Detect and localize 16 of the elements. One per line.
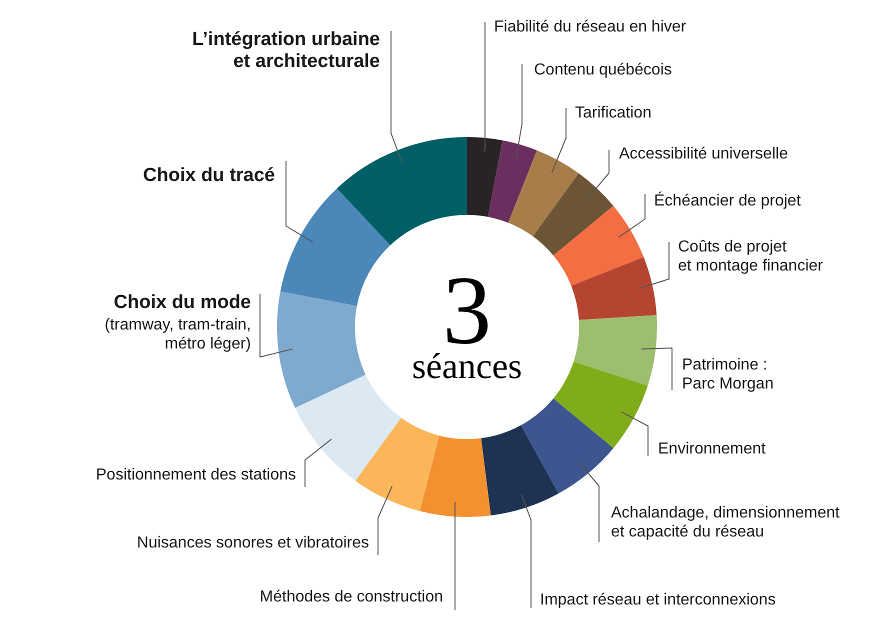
slice-label: Nuisances sonores et vibratoires <box>136 534 369 552</box>
slice-label: Échéancier de projet <box>654 191 802 210</box>
slice-label: Choix du mode (tramway, tram-train, métro léger) <box>104 292 251 352</box>
slice-label: Achalandage, dimensionnement et capacité du réseau <box>611 504 840 540</box>
slice-label: Choix du tracé <box>143 165 275 186</box>
slice-label: Fiabilité du réseau en hiver <box>494 18 687 36</box>
slice-label: L’intégration urbaine et architecturale <box>192 29 380 72</box>
slice-label: Tarification <box>575 104 652 122</box>
slice-label: Patrimoine : Parc Morgan <box>682 356 774 392</box>
slice-label: Positionnement des stations <box>96 466 296 484</box>
slice-label: Impact réseau et interconnexions <box>540 591 776 608</box>
slice-label: Méthodes de construction <box>260 588 443 606</box>
slice-label: Environnement <box>658 440 766 458</box>
slice-label: Accessibilité universelle <box>619 145 788 162</box>
slice-label: Contenu québécois <box>534 61 672 78</box>
slice-label: Coûts de projet et montage financier <box>678 238 824 274</box>
